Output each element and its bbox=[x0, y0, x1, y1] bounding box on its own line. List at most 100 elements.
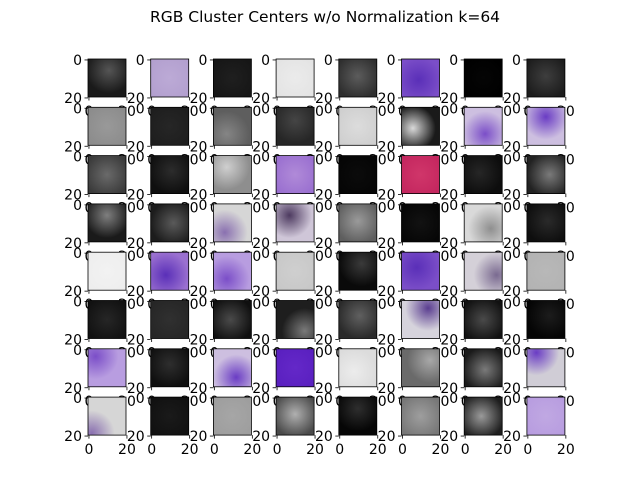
y-tick-label: 20 bbox=[64, 284, 82, 300]
tile-frame bbox=[338, 348, 378, 388]
y-tick-label: 20 bbox=[503, 332, 521, 348]
y-tick-label: 0 bbox=[449, 294, 458, 310]
tile-frame bbox=[526, 300, 566, 339]
tile-frame bbox=[87, 203, 127, 243]
y-tick-label: 20 bbox=[440, 429, 458, 445]
tile-frame bbox=[150, 106, 190, 146]
tile-image bbox=[213, 155, 252, 194]
y-tick-label: 20 bbox=[127, 139, 145, 155]
tile-frame bbox=[338, 155, 378, 195]
tile-image bbox=[150, 348, 189, 387]
y-tick-label: 0 bbox=[387, 150, 396, 166]
tile-frame bbox=[212, 300, 252, 339]
tile-frame bbox=[212, 251, 252, 291]
tile-image bbox=[150, 107, 189, 146]
y-tick-label: 20 bbox=[503, 188, 521, 204]
y-tick-label: 0 bbox=[512, 150, 521, 166]
y-tick-label: 20 bbox=[190, 188, 208, 204]
x-tick-label: 0 bbox=[273, 442, 282, 458]
y-tick-label: 0 bbox=[449, 246, 458, 262]
tile-image bbox=[276, 107, 315, 146]
tile-frame bbox=[401, 348, 440, 388]
tile-image bbox=[338, 107, 377, 146]
tile-frame bbox=[150, 396, 190, 436]
tile-image bbox=[88, 300, 126, 339]
tile-image bbox=[401, 155, 440, 194]
y-tick-label: 20 bbox=[252, 236, 270, 252]
tile-image bbox=[526, 300, 565, 339]
y-tick-label: 20 bbox=[252, 381, 270, 397]
y-tick-label: 20 bbox=[252, 429, 270, 445]
y-tick-label: 0 bbox=[73, 198, 82, 214]
tile-frame bbox=[150, 251, 190, 291]
y-tick-label: 0 bbox=[198, 198, 207, 214]
y-tick-label: 0 bbox=[198, 294, 207, 310]
tile-frame bbox=[338, 396, 378, 436]
tile-image bbox=[338, 397, 377, 436]
y-tick-label: 20 bbox=[64, 91, 82, 107]
y-tick-label: 0 bbox=[198, 246, 207, 262]
chart-title: RGB Cluster Centers w/o Normalization k=… bbox=[150, 8, 500, 26]
x-tick-label: 20 bbox=[494, 442, 512, 458]
y-tick-label: 0 bbox=[198, 391, 207, 407]
y-tick-label: 0 bbox=[324, 391, 333, 407]
tile-frame bbox=[463, 155, 503, 195]
y-tick-label: 20 bbox=[378, 284, 396, 300]
tile-frame bbox=[275, 203, 315, 243]
y-tick-label: 20 bbox=[315, 91, 333, 107]
tile-image bbox=[276, 155, 315, 194]
tile-image bbox=[526, 155, 565, 194]
y-tick-label: 0 bbox=[512, 198, 521, 214]
tile-frame bbox=[212, 58, 252, 98]
y-tick-label: 20 bbox=[503, 236, 521, 252]
tile-frame bbox=[87, 348, 127, 388]
tile-image bbox=[150, 155, 189, 194]
tile-image bbox=[526, 203, 565, 242]
tile-frame bbox=[275, 58, 315, 98]
y-tick-label: 0 bbox=[449, 53, 458, 69]
y-tick-label: 0 bbox=[198, 101, 207, 117]
y-tick-label: 0 bbox=[512, 391, 521, 407]
tile-frame bbox=[401, 396, 440, 436]
y-tick-label: 20 bbox=[252, 188, 270, 204]
tile-image bbox=[464, 252, 503, 291]
tile-frame bbox=[275, 251, 315, 291]
y-tick-label: 0 bbox=[136, 246, 145, 262]
y-tick-label: 0 bbox=[512, 343, 521, 359]
x-tick-label: 20 bbox=[432, 442, 450, 458]
tile-frame bbox=[401, 106, 440, 146]
tile-image bbox=[338, 155, 377, 194]
y-tick-label: 20 bbox=[252, 284, 270, 300]
x-tick-label: 20 bbox=[243, 442, 261, 458]
y-tick-label: 20 bbox=[503, 284, 521, 300]
tile-frame bbox=[150, 58, 190, 98]
y-tick-label: 20 bbox=[190, 284, 208, 300]
tile-frame bbox=[212, 203, 252, 243]
y-tick-label: 0 bbox=[136, 53, 145, 69]
y-tick-label: 20 bbox=[440, 284, 458, 300]
tile-image bbox=[401, 300, 440, 339]
y-tick-label: 0 bbox=[387, 246, 396, 262]
tile-image bbox=[401, 107, 440, 146]
y-tick-label: 20 bbox=[190, 139, 208, 155]
tile-image bbox=[276, 59, 315, 97]
y-tick-label: 20 bbox=[378, 429, 396, 445]
tile-frame bbox=[526, 348, 566, 388]
tile-frame bbox=[150, 203, 190, 243]
tile-frame bbox=[87, 155, 127, 195]
tile-frame bbox=[150, 300, 190, 339]
tile-frame bbox=[526, 251, 566, 291]
y-tick-label: 0 bbox=[261, 53, 270, 69]
tile-image bbox=[526, 348, 565, 387]
tile-frame bbox=[212, 396, 252, 436]
tile-image bbox=[276, 300, 315, 339]
tile-frame bbox=[275, 396, 315, 436]
y-tick-label: 0 bbox=[198, 343, 207, 359]
tile-image bbox=[464, 300, 503, 339]
